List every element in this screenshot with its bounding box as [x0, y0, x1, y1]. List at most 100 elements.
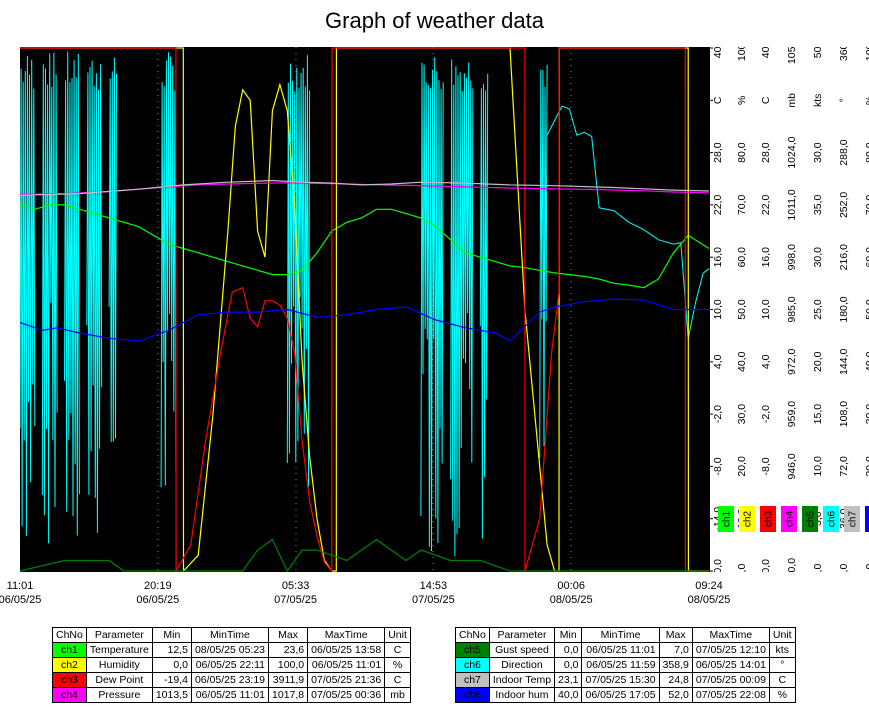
y-tick-label: 28,0	[760, 142, 772, 163]
legend-label-ch3: ch3	[764, 511, 775, 528]
stats-table-left: ChNo Parameter Min MinTime Max MaxTime Unit ch…	[52, 627, 411, 703]
x-tick-date: 07/05/25	[411, 594, 455, 606]
y-tick-label: 100,0	[864, 47, 869, 61]
y-tick-label: C	[760, 96, 772, 104]
y-tick-label: 60,0	[736, 247, 748, 268]
table-cell: 07/05/25 15:30	[581, 672, 660, 688]
table-row: ch6 Direction 0,0 06/05/25 11:59 358,9 06/05/…	[455, 657, 796, 673]
plot-background	[20, 47, 709, 572]
table-header-cell: Parameter	[488, 627, 556, 643]
table-cell: %	[384, 657, 411, 673]
table-cell: 24,8	[658, 672, 693, 688]
x-tick-label: 00:06	[557, 580, 585, 592]
series-line-ch1	[19, 204, 710, 289]
y-tick-label: -8,0	[712, 457, 724, 475]
x-tick-date: 06/05/25	[136, 594, 180, 606]
legend-chip-ch1	[718, 506, 734, 532]
x-tick-date: 06/05/25	[0, 594, 42, 606]
channel-cell: ch5	[455, 642, 490, 658]
table-cell: C	[384, 672, 411, 688]
table-row: ch7 Indoor Temp 23,1 07/05/25 15:30 24,8 07/0…	[455, 672, 796, 688]
x-tick-date: 08/05/25	[687, 594, 731, 606]
table-cell: 07/05/25 21:36	[307, 672, 386, 688]
y-tick-label: 40,0	[736, 351, 748, 372]
table-cell: 1013,5	[151, 687, 192, 703]
table-cell: Temperature	[85, 642, 153, 658]
table-cell: 06/05/25 11:01	[190, 687, 270, 703]
direction-band	[286, 55, 311, 488]
channel-cell: ch4	[52, 687, 87, 703]
table-cell: 40,0	[554, 687, 583, 703]
chart-title: Graph of weather data	[325, 8, 544, 33]
y-tick-label: 22,0	[760, 195, 772, 216]
table-header-cell: Max	[658, 627, 693, 643]
y-tick-label: 50,0	[812, 47, 824, 58]
y-tick-label: 50,0	[864, 299, 869, 320]
table-header-cell: ChNo	[52, 627, 87, 643]
y-tick-label: 360,0	[838, 47, 850, 61]
direction-band	[450, 59, 474, 557]
table-cell: 7,0	[658, 642, 693, 658]
table-cell: 06/05/25 13:58	[307, 642, 386, 658]
table-cell: 23,6	[268, 642, 309, 658]
y-tick-label: -2,0	[760, 405, 772, 423]
table-header-cell: ChNo	[455, 627, 490, 643]
y-tick-label: 35,0	[812, 195, 824, 216]
legend-label-ch4: ch4	[785, 511, 796, 528]
table-header-cell: Max	[268, 627, 309, 643]
y-tick-label: 16,0	[712, 247, 724, 268]
table-cell: 06/05/25 11:01	[307, 657, 386, 673]
direction-band	[539, 64, 548, 458]
y-tick-label: 0,0	[838, 564, 850, 572]
table-header-cell: Min	[151, 627, 192, 643]
table-cell: %	[768, 687, 796, 703]
table-header-cell: MaxTime	[307, 627, 386, 643]
table-cell: 06/05/25 22:11	[190, 657, 270, 673]
x-tick-label: 20:19	[144, 580, 172, 592]
direction-bands	[19, 51, 710, 557]
y-tick-label: 4,0	[712, 354, 724, 369]
y-tick-label: -20,0	[712, 559, 724, 572]
y-tick-label: 40,0	[712, 47, 724, 58]
channel-cell: ch3	[52, 672, 87, 688]
table-cell: 06/05/25 11:59	[581, 657, 660, 673]
y-tick-label: 288,0	[838, 139, 850, 165]
legend-chip-ch3	[760, 506, 776, 532]
direction-band	[108, 57, 117, 442]
y-tick-label: 16,0	[760, 247, 772, 268]
y-tick-label: 20,0	[812, 351, 824, 372]
table-cell: 12,5	[151, 642, 192, 658]
table-row: ch3 Dew Point -19,4 06/05/25 23:19 3911,9 07/…	[52, 672, 411, 688]
direction-band	[86, 60, 103, 533]
table-cell: Direction	[488, 657, 556, 673]
y-tick-label: 100,0	[736, 47, 748, 61]
table-cell: 06/05/25 14:01	[691, 657, 770, 673]
direction-band	[479, 73, 489, 539]
y-tick-label: 30,0	[812, 142, 824, 163]
table-header-cell: Min	[554, 627, 583, 643]
y-tick-label: -2,0	[712, 405, 724, 423]
y-tick-label: 28,0	[712, 142, 724, 163]
y-tick-label: 959,0	[786, 401, 798, 427]
y-tick-label: 30,0	[812, 247, 824, 268]
series-line-ch2	[20, 47, 709, 573]
y-tick-label: 0,0	[736, 564, 748, 572]
table-row: ch4 Pressure 1013,5 06/05/25 11:01 1017,8 07/…	[52, 687, 411, 703]
y-tick-label: 50,0	[736, 299, 748, 320]
x-tick-label: 14:53	[419, 580, 448, 592]
table-cell: °	[768, 657, 796, 673]
y-tick-label: 10,0	[812, 456, 824, 477]
y-tick-label: 22,0	[712, 195, 724, 216]
x-tick-label: 05:33	[281, 580, 310, 592]
table-cell: 0,0	[554, 642, 583, 658]
series-lines	[19, 47, 710, 574]
channel-cell: ch2	[52, 657, 87, 673]
table-cell: Gust speed	[488, 642, 556, 658]
table-cell: Indoor Temp	[488, 672, 556, 688]
plot-area: 40,0C28,022,016,010,04,0-2,0-8,0-14,0-20…	[19, 32, 869, 584]
y-tick-label: 998,0	[786, 244, 798, 270]
series-line-ch7	[19, 179, 710, 196]
table-cell: 07/05/25 22:08	[691, 687, 770, 703]
table-header-cell: MinTime	[581, 627, 660, 643]
y-tick-label: 946,0	[786, 453, 798, 479]
